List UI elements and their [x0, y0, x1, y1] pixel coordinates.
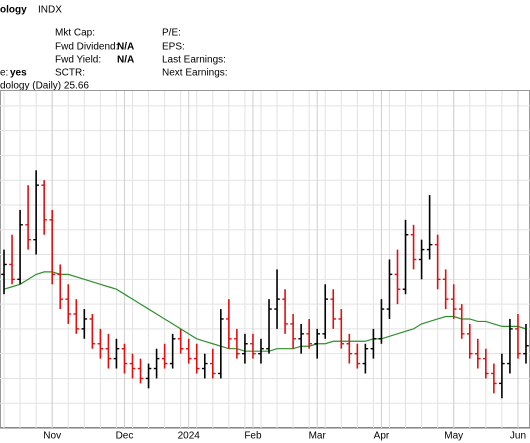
x-tick-label: Feb — [244, 431, 262, 442]
chart-title: dology (Daily) 25.66 — [0, 81, 89, 92]
x-tick-label: Jun — [510, 431, 526, 442]
plot-area — [0, 90, 530, 428]
moving-average — [3, 271, 527, 352]
info-value: N/A — [117, 42, 134, 53]
symbol-name: ology — [0, 5, 27, 16]
info-value: yes — [10, 68, 27, 79]
info-label: EPS: — [162, 42, 185, 53]
info-label: P/E: — [162, 28, 181, 39]
info-label: SCTR: — [55, 68, 85, 79]
x-tick-label: 2024 — [178, 431, 201, 442]
exchange: INDX — [38, 5, 62, 16]
info-label: e: — [0, 68, 8, 79]
info-label: Last Earnings: — [162, 55, 226, 66]
info-label: Fwd Dividend: — [55, 42, 118, 53]
info-label: Next Earnings: — [162, 68, 228, 79]
x-tick-label: Apr — [374, 431, 390, 442]
info-label: Mkt Cap: — [55, 28, 95, 39]
x-tick-label: May — [444, 431, 463, 442]
info-value: N/A — [117, 55, 134, 66]
x-tick-label: Dec — [116, 431, 134, 442]
info-label: Fwd Yield: — [55, 55, 101, 66]
x-tick-label: Mar — [309, 431, 327, 442]
x-tick-label: Nov — [43, 431, 61, 442]
